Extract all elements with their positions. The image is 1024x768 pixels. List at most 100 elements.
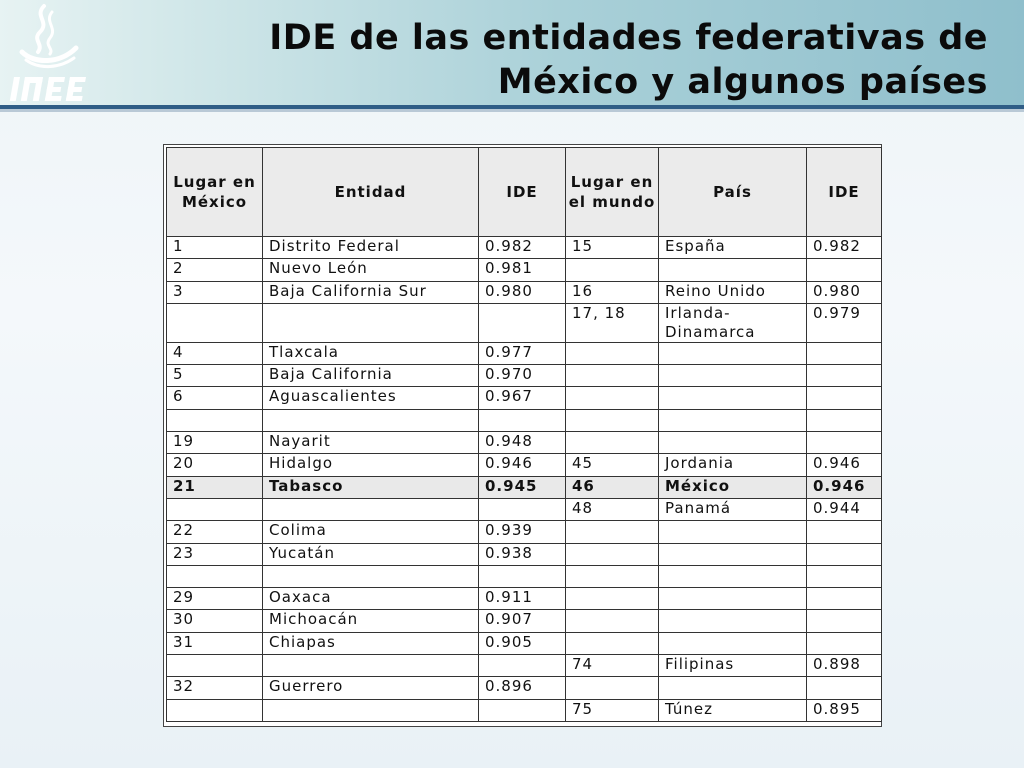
- cell-entidad: Oaxaca: [262, 587, 479, 611]
- table-row: [166, 564, 882, 589]
- cell-pais: [658, 258, 807, 282]
- cell-ide-pais: 0.980: [806, 280, 882, 304]
- cell-ide-pais: 0.944: [806, 497, 882, 522]
- table-row: 4 Tlaxcala 0.977: [166, 341, 882, 366]
- cell-lugar-mexico: [166, 302, 263, 343]
- cell-ide-mexico: 0.982: [478, 235, 566, 260]
- cell-pais: Panamá: [658, 497, 807, 522]
- cell-pais: México: [658, 475, 807, 499]
- cell-pais: [658, 386, 807, 410]
- inee-logo: [9, 4, 86, 101]
- cell-entidad: Guerrero: [262, 676, 479, 700]
- table-row: 2 Nuevo León 0.981: [166, 258, 882, 282]
- cell-pais: Jordania: [658, 453, 807, 477]
- cell-lugar-mexico: 4: [166, 341, 263, 366]
- cell-lugar-mexico: 31: [166, 631, 263, 656]
- cell-lugar-mexico: 22: [166, 520, 263, 544]
- cell-lugar-mundo: [565, 676, 659, 700]
- cell-ide-mexico: [478, 408, 566, 433]
- cell-pais: [658, 564, 807, 589]
- cell-lugar-mexico: 21: [166, 475, 263, 499]
- table-row: 1 Distrito Federal 0.982 15 España 0.982: [166, 235, 882, 260]
- cell-lugar-mexico: 1: [166, 235, 263, 260]
- table-row: 6 Aguascalientes 0.967: [166, 386, 882, 410]
- cell-ide-pais: [806, 408, 882, 433]
- table-row: 74 Filipinas 0.898: [166, 654, 882, 678]
- column-header-entidad: Entidad: [262, 147, 479, 237]
- cell-lugar-mundo: 75: [565, 698, 659, 722]
- cell-pais: [658, 631, 807, 656]
- cell-lugar-mundo: [565, 587, 659, 611]
- cell-ide-pais: 0.946: [806, 475, 882, 499]
- cell-pais: [658, 364, 807, 388]
- cell-ide-mexico: 0.980: [478, 280, 566, 304]
- cell-lugar-mundo: [565, 364, 659, 388]
- column-header-ide-pais: IDE: [806, 147, 882, 237]
- cell-entidad: Nayarit: [262, 431, 479, 455]
- cell-ide-mexico: [478, 497, 566, 522]
- cell-entidad: Yucatán: [262, 542, 479, 566]
- cell-lugar-mexico: 3: [166, 280, 263, 304]
- cell-ide-mexico: [478, 564, 566, 589]
- cell-pais: [658, 676, 807, 700]
- cell-ide-mexico: 0.977: [478, 341, 566, 366]
- cell-pais: Túnez: [658, 698, 807, 722]
- cell-ide-pais: [806, 564, 882, 589]
- table-body: 1 Distrito Federal 0.982 15 España 0.982 2 Nuev…: [166, 235, 882, 722]
- cell-entidad: Baja California: [262, 364, 479, 388]
- cell-ide-mexico: 0.946: [478, 453, 566, 477]
- cell-lugar-mundo: 46: [565, 475, 659, 499]
- cell-lugar-mundo: [565, 408, 659, 433]
- page-title-line-2: México y algunos países: [497, 62, 988, 102]
- cell-ide-mexico: 0.967: [478, 386, 566, 410]
- table-row: 21 Tabasco 0.945 46 México 0.946: [166, 475, 882, 499]
- cell-pais: Reino Unido: [658, 280, 807, 304]
- cell-lugar-mundo: [565, 564, 659, 589]
- cell-ide-mexico: 0.911: [478, 587, 566, 611]
- cell-pais: [658, 341, 807, 366]
- cell-pais: [658, 408, 807, 433]
- cell-lugar-mexico: [166, 654, 263, 678]
- cell-ide-pais: [806, 542, 882, 566]
- cell-entidad: [262, 654, 479, 678]
- cell-lugar-mexico: 23: [166, 542, 263, 566]
- cell-entidad: Chiapas: [262, 631, 479, 656]
- table-row: 29 Oaxaca 0.911: [166, 587, 882, 611]
- header-divider-shadow: [0, 109, 1024, 112]
- cell-pais: Irlanda-Dinamarca: [658, 302, 807, 343]
- cell-lugar-mexico: [166, 408, 263, 433]
- page-title-line-1: IDE de las entidades federativas de: [269, 18, 988, 58]
- cell-entidad: Baja California Sur: [262, 280, 479, 304]
- cell-lugar-mexico: 5: [166, 364, 263, 388]
- cell-entidad: [262, 408, 479, 433]
- table-row: 32 Guerrero 0.896: [166, 676, 882, 700]
- cell-lugar-mundo: [565, 520, 659, 544]
- cell-ide-pais: [806, 609, 882, 633]
- cell-lugar-mundo: 16: [565, 280, 659, 304]
- cell-ide-mexico: 0.938: [478, 542, 566, 566]
- header-banner: [0, 0, 1024, 106]
- cell-lugar-mexico: 6: [166, 386, 263, 410]
- cell-ide-pais: [806, 520, 882, 544]
- table-row: 5 Baja California 0.970: [166, 364, 882, 388]
- table-row: 30 Michoacán 0.907: [166, 609, 882, 633]
- cell-lugar-mundo: [565, 431, 659, 455]
- cell-lugar-mundo: 74: [565, 654, 659, 678]
- cell-entidad: Tabasco: [262, 475, 479, 499]
- cell-lugar-mexico: 2: [166, 258, 263, 282]
- cell-entidad: Nuevo León: [262, 258, 479, 282]
- table-row: 17, 18 Irlanda-Dinamarca 0.979: [166, 302, 882, 343]
- cell-lugar-mundo: 15: [565, 235, 659, 260]
- cell-ide-mexico: 0.981: [478, 258, 566, 282]
- cell-lugar-mundo: [565, 609, 659, 633]
- column-header-ide-mexico: IDE: [478, 147, 566, 237]
- cell-ide-mexico: 0.970: [478, 364, 566, 388]
- cell-ide-pais: [806, 386, 882, 410]
- cell-pais: [658, 520, 807, 544]
- cell-pais: Filipinas: [658, 654, 807, 678]
- cell-ide-mexico: 0.948: [478, 431, 566, 455]
- cell-ide-pais: [806, 341, 882, 366]
- cell-lugar-mexico: 20: [166, 453, 263, 477]
- cell-entidad: Hidalgo: [262, 453, 479, 477]
- cell-pais: [658, 542, 807, 566]
